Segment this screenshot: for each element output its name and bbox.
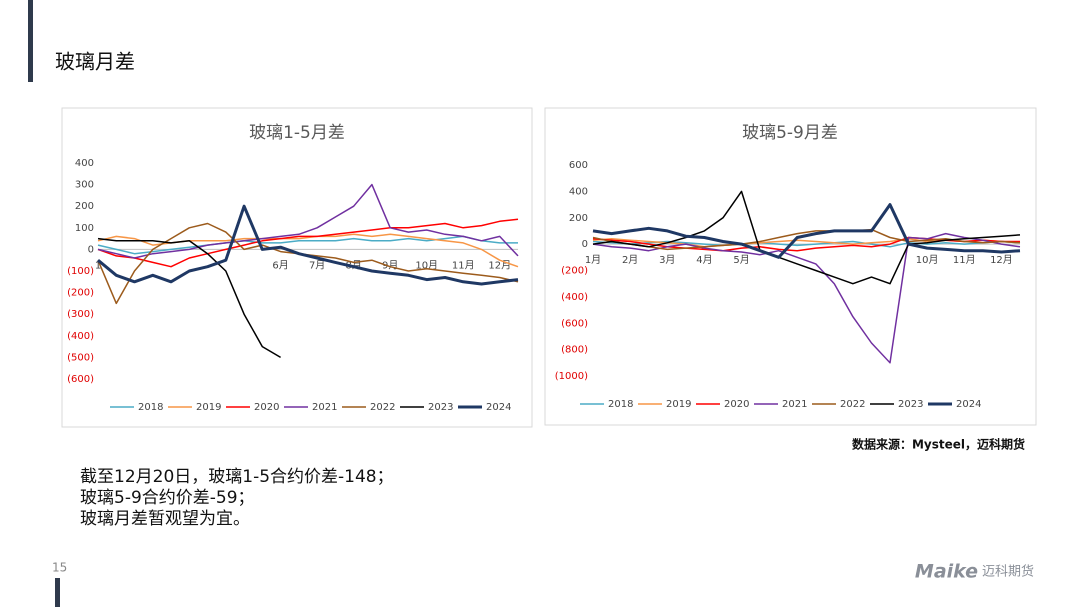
x-tick-label: 11月 xyxy=(452,259,475,271)
y-tick-label: 400 xyxy=(569,186,588,197)
y-tick-label: (400) xyxy=(67,331,94,342)
series-line xyxy=(592,203,1021,259)
series-line xyxy=(97,237,281,359)
x-tick-label: 1 xyxy=(95,260,101,271)
x-tick-label: 5月 xyxy=(733,254,749,266)
y-tick-label: (400) xyxy=(561,292,588,303)
note-line: 玻璃5-9合约价差-59； xyxy=(80,488,255,508)
y-tick-label: 400 xyxy=(75,158,94,169)
slide-title: 玻璃月差 xyxy=(55,50,135,74)
chart-title: 玻璃5-9月差 xyxy=(742,123,838,143)
legend-label: 2021 xyxy=(312,402,337,413)
note-line: 截至12月20日，玻璃1-5合约价差-148； xyxy=(80,467,394,487)
page-number: 15 xyxy=(52,561,67,575)
y-tick-label: (500) xyxy=(67,352,94,363)
y-tick-label: (200) xyxy=(67,288,94,299)
y-tick-label: 200 xyxy=(569,213,588,224)
x-tick-label: 2月 xyxy=(622,254,638,266)
legend-label: 2018 xyxy=(608,399,633,410)
y-tick-label: 0 xyxy=(582,239,588,250)
legend-label: 2020 xyxy=(724,399,749,410)
legend-label: 2023 xyxy=(428,402,453,413)
series-line xyxy=(97,218,519,268)
legend-label: 2023 xyxy=(898,399,923,410)
legend-label: 2018 xyxy=(138,402,163,413)
x-tick-label: 7月 xyxy=(309,259,325,271)
legend-label: 2019 xyxy=(196,402,221,413)
y-tick-label: (600) xyxy=(561,318,588,329)
y-tick-label: (1000) xyxy=(555,371,588,382)
y-tick-label: 200 xyxy=(75,201,94,212)
chart-frame xyxy=(544,107,1037,426)
accent-bar xyxy=(28,0,33,82)
logo-brand: Maike xyxy=(915,561,978,583)
y-tick-label: 0 xyxy=(88,244,94,255)
series-line xyxy=(592,190,1021,285)
legend-label: 2020 xyxy=(254,402,279,413)
y-tick-label: 600 xyxy=(569,160,588,171)
x-tick-label: 12月 xyxy=(990,254,1013,266)
x-tick-label: 3月 xyxy=(659,254,675,266)
chart-title: 玻璃1-5月差 xyxy=(249,123,345,143)
y-tick-label: 300 xyxy=(75,180,94,191)
x-tick-label: 6月 xyxy=(272,259,288,271)
x-tick-label: 10月 xyxy=(916,254,939,266)
legend-label: 2022 xyxy=(370,402,395,413)
accent-bar xyxy=(55,578,60,607)
source-note: 数据来源：Mysteel，迈科期货 xyxy=(852,437,1025,452)
y-tick-label: (800) xyxy=(561,345,588,356)
y-tick-label: (300) xyxy=(67,309,94,320)
legend-label: 2024 xyxy=(956,399,981,410)
series-line xyxy=(97,204,519,286)
series-line xyxy=(592,232,1021,364)
legend-label: 2021 xyxy=(782,399,807,410)
y-tick-label: 100 xyxy=(75,223,94,234)
legend-label: 2019 xyxy=(666,399,691,410)
y-tick-label: (200) xyxy=(561,266,588,277)
x-tick-label: 11月 xyxy=(953,254,976,266)
y-tick-label: (600) xyxy=(67,374,94,385)
legend-label: 2022 xyxy=(840,399,865,410)
series-line xyxy=(592,240,1021,248)
chart-frame xyxy=(61,107,533,428)
x-tick-label: 12月 xyxy=(488,259,511,271)
x-tick-label: 10月 xyxy=(415,259,438,271)
series-line xyxy=(97,235,518,255)
x-tick-label: 4月 xyxy=(696,254,712,266)
legend-label: 2024 xyxy=(486,402,511,413)
x-tick-label: 1月 xyxy=(585,254,601,266)
logo-name: 迈科期货 xyxy=(982,564,1034,580)
series-line xyxy=(97,183,519,259)
note-line: 玻璃月差暂观望为宜。 xyxy=(80,509,250,529)
y-tick-label: (100) xyxy=(67,266,94,277)
